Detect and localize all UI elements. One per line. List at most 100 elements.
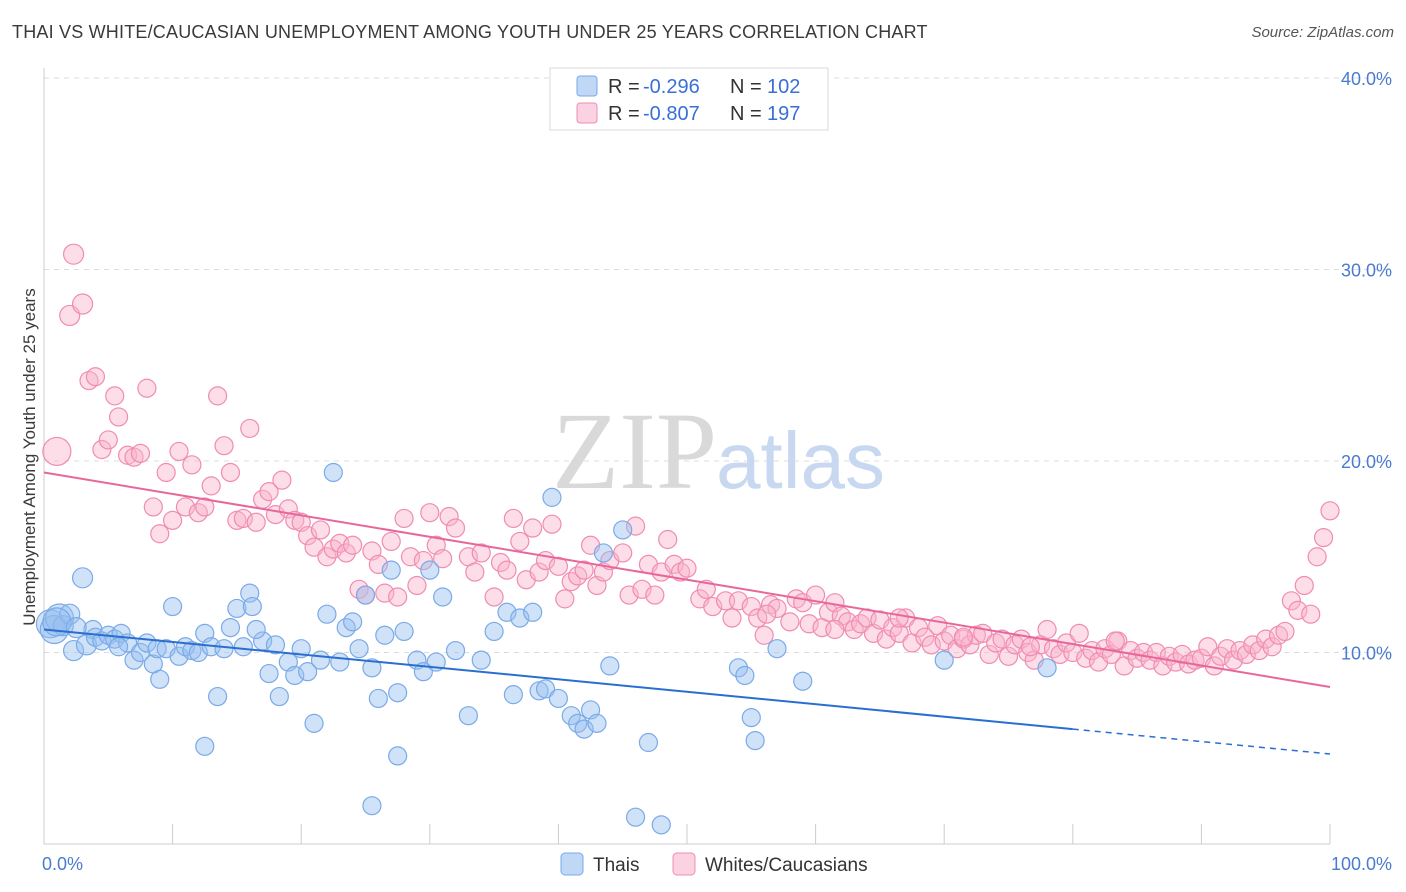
thais-point [587, 713, 607, 733]
whites-point [71, 293, 94, 315]
whites-point [722, 608, 742, 628]
whites-point [947, 639, 967, 659]
thais-point [420, 560, 440, 580]
thais-point [124, 650, 144, 670]
legend-n-value-2: 197 [767, 103, 800, 125]
whites-point [767, 598, 787, 619]
thais-point [503, 685, 523, 705]
watermark-atlas: atlas [716, 416, 885, 505]
whites-point [953, 627, 974, 647]
thais-point [375, 625, 395, 645]
whites-point [757, 604, 777, 624]
thais-point [317, 604, 337, 624]
thais-point [298, 662, 318, 682]
legend-r-label-1: R = [608, 76, 640, 98]
legend-n-value-1: 102 [767, 76, 800, 98]
whites-point [317, 547, 337, 567]
thais-point [613, 520, 633, 540]
thais-point [745, 730, 765, 751]
whites-point [1211, 646, 1231, 666]
whites-point [246, 512, 266, 532]
whites-point [85, 367, 106, 387]
whites-point [394, 508, 414, 529]
watermark: ZIP atlas [552, 390, 885, 512]
thais-point [42, 607, 72, 637]
whites-point [503, 508, 523, 529]
whites-point [208, 386, 228, 406]
correlation-legend: R = -0.296 N = 102 R = -0.807 N = 197 [549, 67, 829, 131]
whites-point [754, 625, 774, 645]
chart-title: THAI VS WHITE/CAUCASIAN UNEMPLOYMENT AMO… [12, 22, 928, 42]
whites-point [998, 646, 1019, 666]
thais-point [458, 706, 478, 726]
thais-point [310, 650, 331, 670]
y-tick-label: 40.0% [1341, 69, 1392, 89]
bottom-legend-swatch-thais [560, 852, 584, 876]
legend-swatch-whites [576, 102, 598, 124]
whites-point [220, 462, 241, 483]
whites-point [195, 497, 215, 517]
whites-point [921, 635, 941, 655]
whites-point [98, 430, 118, 450]
legend-r-value-2: -0.807 [643, 103, 700, 125]
thais-point [767, 639, 787, 659]
whites-point [1275, 621, 1295, 642]
y-tick-label: 30.0% [1341, 261, 1392, 281]
thais-point [1037, 658, 1057, 678]
thais-point [433, 587, 453, 607]
thais-point [793, 671, 813, 691]
thais-point [265, 635, 286, 655]
whites-point [529, 562, 549, 582]
thais-point [259, 663, 279, 684]
whites-point [201, 476, 221, 496]
series-thais [35, 462, 1057, 835]
thais-point [227, 598, 247, 619]
thais-point [625, 807, 646, 827]
whites-point [915, 627, 935, 647]
thais-point [62, 639, 85, 662]
whites-point [1020, 637, 1040, 657]
watermark-zip: ZIP [552, 390, 717, 512]
whites-point [259, 482, 279, 502]
thais-point [355, 585, 376, 605]
y-tick-label: 20.0% [1341, 452, 1392, 472]
whites-point [233, 508, 253, 529]
thais-point [269, 686, 289, 707]
thais-point [246, 619, 266, 640]
whites-point [1153, 656, 1173, 676]
thais-point [388, 746, 408, 766]
source-credit: Source: ZipAtlas.com [1251, 24, 1394, 41]
thais-point [242, 596, 262, 617]
legend-swatch-thais [576, 75, 598, 97]
whites-point [625, 516, 646, 536]
thais-point [71, 567, 94, 589]
whites-point [381, 531, 401, 552]
whites-point [664, 554, 684, 575]
whites-point [420, 503, 440, 523]
whites-point [169, 441, 189, 462]
thais-point [542, 487, 562, 507]
whites-point [433, 549, 453, 569]
series-legend: Thais Whites/Caucasians [560, 852, 868, 876]
thais-point [362, 796, 382, 816]
whites-point [272, 470, 292, 490]
whites-point [407, 575, 427, 596]
whites-point [214, 436, 234, 456]
whites-point [413, 550, 433, 571]
legend-n-label-1: N = [730, 76, 762, 98]
bottom-legend-whites: Whites/Caucasians [705, 855, 868, 876]
legend-r-value-1: -0.296 [643, 76, 700, 98]
whites-point [889, 608, 909, 628]
thais-point [523, 602, 543, 622]
y-axis-label: Unemployment Among Youth under 25 years [20, 288, 39, 625]
whites-point [1294, 575, 1314, 596]
thais-point [285, 665, 305, 686]
whites-point [1236, 644, 1257, 665]
thais-point [163, 596, 183, 617]
y-tick-labels: 10.0% 20.0% 30.0% 40.0% [1341, 69, 1392, 664]
thais-point [381, 560, 401, 580]
whites-point [593, 562, 614, 582]
whites-point [42, 436, 72, 467]
thais-point [651, 815, 671, 835]
x-tick-max: 100.0% [1331, 854, 1392, 874]
